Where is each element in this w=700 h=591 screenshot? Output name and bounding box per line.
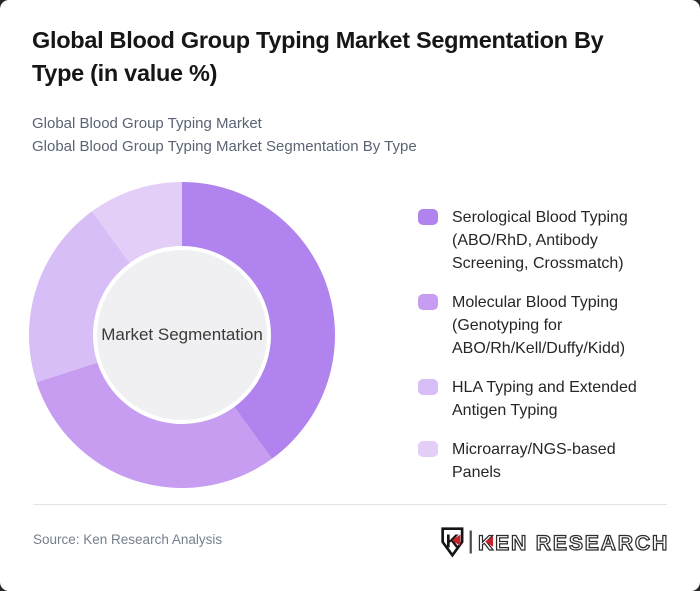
donut-segment-3	[92, 182, 182, 263]
shield-letter: K	[446, 531, 460, 552]
legend-swatch-hla	[418, 379, 438, 395]
chart-legend: Serological Blood Typing (ABO/RhD, Antib…	[418, 206, 658, 500]
donut-center-circle	[97, 250, 267, 420]
legend-item-serological: Serological Blood Typing (ABO/RhD, Antib…	[418, 206, 658, 275]
legend-label: Microarray/NGS-based Panels	[452, 441, 616, 481]
legend-swatch-microarray	[418, 441, 438, 457]
logo-k-red-triangle	[485, 536, 494, 547]
logo-divider	[469, 530, 472, 554]
legend-swatch-molecular	[418, 294, 438, 310]
donut-segment-2	[29, 211, 130, 383]
legend-label: HLA Typing and Extended Antigen Typing	[452, 379, 637, 419]
page-title: Global Blood Group Typing Market Segment…	[32, 27, 604, 86]
shield-icon: K	[441, 527, 464, 558]
donut-segment-0	[182, 182, 335, 459]
legend-item-molecular: Molecular Blood Typing (Genotyping for A…	[418, 291, 658, 360]
legend-swatch-serological	[418, 209, 438, 225]
ken-research-logo-svg: K KEN RESEARCH	[441, 527, 669, 558]
subtitle-line-2: Global Blood Group Typing Market Segment…	[32, 138, 417, 155]
legend-label: Molecular Blood Typing (Genotyping for A…	[452, 294, 626, 357]
source-text: Source: Ken Research Analysis	[33, 532, 223, 547]
footer-divider	[33, 504, 667, 505]
shield-red-triangle	[451, 534, 461, 546]
subtitle-block: Global Blood Group Typing Market Global …	[32, 112, 417, 158]
legend-label: Serological Blood Typing (ABO/RhD, Antib…	[452, 209, 628, 272]
legend-item-microarray: Microarray/NGS-based Panels	[418, 438, 658, 484]
donut-segment-1	[36, 362, 272, 488]
donut-segments	[29, 182, 335, 488]
legend-item-hla: HLA Typing and Extended Antigen Typing	[418, 376, 658, 422]
donut-chart: Market Segmentation	[29, 182, 335, 488]
ken-research-logo: K KEN RESEARCH	[440, 526, 670, 558]
donut-chart-svg	[29, 182, 335, 488]
logo-text: KEN RESEARCH	[478, 532, 669, 555]
subtitle-line-1: Global Blood Group Typing Market	[32, 115, 262, 132]
